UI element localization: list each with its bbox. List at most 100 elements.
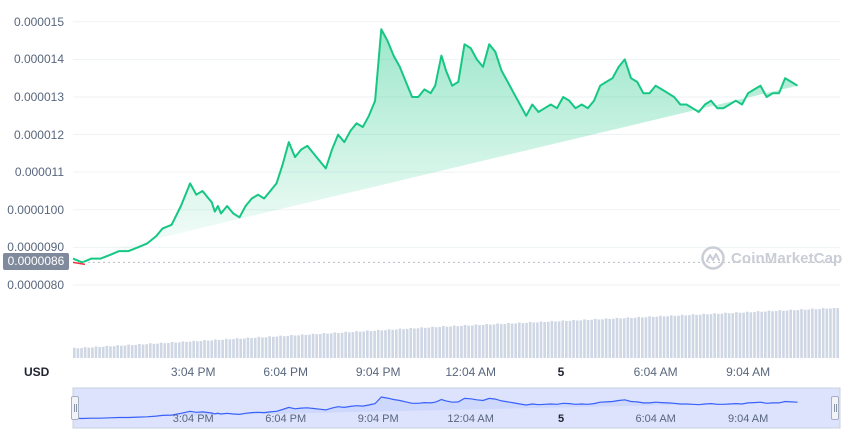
volume-bar <box>467 325 470 358</box>
volume-bar <box>351 332 355 358</box>
volume-bar <box>507 323 510 358</box>
volume-bar <box>811 308 814 358</box>
volume-bar <box>196 341 199 358</box>
volume-bar <box>286 335 290 358</box>
volume-bar <box>546 321 550 358</box>
volume-bar <box>557 321 561 358</box>
navigator-tick-label: 6:04 AM <box>635 413 676 425</box>
volume-bar <box>586 319 590 358</box>
volume-bar <box>308 334 311 358</box>
volume-bar <box>387 329 391 358</box>
navigator-tick-label: 12:04 AM <box>447 413 494 425</box>
volume-bar <box>673 315 677 358</box>
volume-bar <box>98 347 101 358</box>
y-tick-label: 0.000012 <box>13 127 64 142</box>
volume-bar <box>250 338 253 358</box>
volume-bar <box>608 318 612 358</box>
volume-bar <box>615 317 619 358</box>
navigator-right-handle[interactable] <box>831 396 839 420</box>
volume-bar <box>637 316 641 358</box>
volume-bar <box>796 310 800 358</box>
volume-bar <box>735 312 738 358</box>
volume-bar <box>337 332 340 358</box>
volume-bar <box>210 340 214 358</box>
x-tick-label: 9:04 AM <box>726 365 771 379</box>
volume-bar <box>568 320 572 358</box>
volume-bar <box>369 331 373 358</box>
volume-bar <box>177 342 181 358</box>
y-tick-label: 0.0000080 <box>7 277 64 292</box>
volume-bar <box>496 323 499 358</box>
volume-bar <box>709 314 713 358</box>
volume-bar <box>651 316 655 358</box>
navigator-tick-label: 9:04 AM <box>727 413 769 425</box>
volume-bar <box>829 308 832 358</box>
volume-bar <box>503 323 507 358</box>
volume-bar <box>612 318 615 358</box>
volume-bar <box>583 319 586 358</box>
volume-bar <box>470 325 474 358</box>
volume-bar <box>720 313 724 358</box>
volume-bar <box>431 326 434 358</box>
volume-bar <box>203 340 206 358</box>
volume-bar <box>456 326 460 358</box>
coinmarketcap-watermark: CoinMarketCap <box>701 246 842 270</box>
volume-bar <box>539 321 543 358</box>
volume-bar <box>463 325 467 358</box>
volume-bar <box>358 331 362 358</box>
volume-bar <box>485 324 489 358</box>
navigator-left-handle[interactable] <box>71 396 79 420</box>
volume-bar <box>518 322 521 358</box>
volume-bar <box>648 316 651 358</box>
volume-bar <box>405 328 409 358</box>
volume-bar <box>264 337 268 358</box>
volume-bar <box>423 327 427 358</box>
volume-bar <box>836 308 839 358</box>
volume-bar <box>123 345 127 358</box>
volume-bar <box>716 313 720 358</box>
volume-bar <box>821 308 825 358</box>
navigator-tick-label: 9:04 PM <box>357 413 399 425</box>
volume-bar <box>702 313 706 358</box>
volume-bar <box>753 312 756 358</box>
y-tick-label: 0.0000100 <box>7 202 64 217</box>
volume-bar <box>239 338 243 358</box>
volume-bar <box>641 317 644 358</box>
volume-bar <box>127 344 130 358</box>
volume-bar <box>268 336 271 358</box>
volume-bar <box>706 314 709 358</box>
volume-bar <box>116 345 120 358</box>
volume-bar <box>554 321 557 358</box>
volume-bar <box>572 319 575 358</box>
volume-bar <box>684 315 688 358</box>
volume-bar <box>626 317 630 358</box>
volume-bar <box>619 318 622 358</box>
volume-bar <box>217 339 221 358</box>
volume-bar <box>622 318 626 358</box>
volume-bar <box>778 310 782 358</box>
volume-bar <box>279 335 282 358</box>
volume-bar <box>601 319 604 358</box>
volume-bar <box>669 315 673 358</box>
volume-bar <box>130 345 134 358</box>
volume-bar <box>297 335 300 358</box>
volume-bar <box>633 317 637 358</box>
volume-bar <box>579 320 583 358</box>
volume-bar <box>101 346 105 358</box>
x-tick-label: 5 <box>557 365 565 379</box>
volume-bar <box>376 329 380 358</box>
volume-bar <box>257 336 261 358</box>
current-price-tag: 0.0000086 <box>3 253 69 271</box>
volume-bar <box>832 308 836 358</box>
y-tick-label: 0.000014 <box>13 52 64 67</box>
navigator-line <box>72 396 798 420</box>
volume-bar <box>738 312 742 358</box>
volume-bar <box>510 323 514 358</box>
volume-bar <box>362 331 366 358</box>
volume-bar <box>416 328 420 358</box>
volume-bar <box>695 314 698 358</box>
volume-bar <box>199 341 203 358</box>
watermark-text: CoinMarketCap <box>731 249 843 267</box>
